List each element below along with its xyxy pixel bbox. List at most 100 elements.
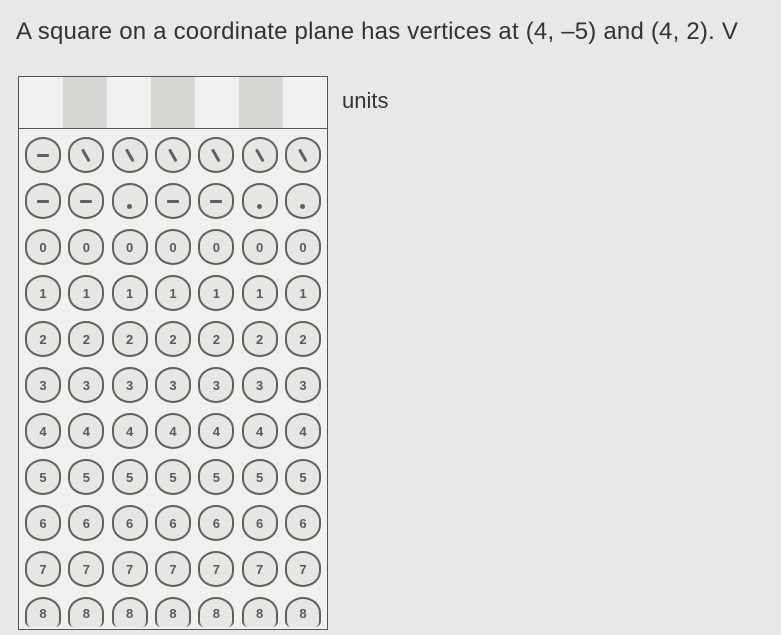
answer-input-row [19,77,327,129]
digit-7-bubble[interactable]: 7 [198,551,234,587]
bubble-row: 1111111 [23,273,323,313]
digit-4-bubble[interactable]: 4 [68,413,104,449]
answer-col[interactable] [63,77,107,128]
bubble-row: 3333333 [23,365,323,405]
digit-5-bubble[interactable]: 5 [155,459,191,495]
digit-6-bubble[interactable]: 6 [25,505,61,541]
slash-bubble[interactable] [68,137,104,173]
answer-col[interactable] [195,77,239,128]
digit-0-bubble[interactable]: 0 [68,229,104,265]
digit-8-bubble[interactable]: 8 [68,597,104,627]
bubble-grid: 0000000111111122222223333333444444455555… [18,76,328,630]
digit-3-bubble[interactable]: 3 [242,367,278,403]
bubble-row: 0000000 [23,227,323,267]
digit-7-bubble[interactable]: 7 [285,551,321,587]
digit-8-bubble[interactable]: 8 [198,597,234,627]
digit-2-bubble[interactable]: 2 [112,321,148,357]
slash-bubble[interactable] [198,137,234,173]
neg-bubble[interactable] [68,183,104,219]
digit-1-bubble[interactable]: 1 [285,275,321,311]
slash-bubble[interactable] [285,137,321,173]
digit-8-bubble[interactable]: 8 [242,597,278,627]
digit-3-bubble[interactable]: 3 [285,367,321,403]
answer-col[interactable] [19,77,63,128]
bubble-row: 7777777 [23,549,323,589]
slash-bubble[interactable] [155,137,191,173]
digit-7-bubble[interactable]: 7 [25,551,61,587]
digit-3-bubble[interactable]: 3 [68,367,104,403]
digit-7-bubble[interactable]: 7 [242,551,278,587]
digit-5-bubble[interactable]: 5 [198,459,234,495]
neg-bubble[interactable] [155,183,191,219]
dot-bubble[interactable] [242,183,278,219]
digit-4-bubble[interactable]: 4 [242,413,278,449]
answer-col[interactable] [107,77,151,128]
slash-bubble[interactable] [112,137,148,173]
digit-2-bubble[interactable]: 2 [285,321,321,357]
digit-5-bubble[interactable]: 5 [25,459,61,495]
digit-0-bubble[interactable]: 0 [285,229,321,265]
digit-2-bubble[interactable]: 2 [198,321,234,357]
digit-8-bubble[interactable]: 8 [155,597,191,627]
slash-bubble[interactable] [242,137,278,173]
dot-bubble[interactable] [285,183,321,219]
digit-1-bubble[interactable]: 1 [112,275,148,311]
dot-bubble[interactable] [112,183,148,219]
digit-0-bubble[interactable]: 0 [112,229,148,265]
bubble-row [23,135,323,175]
digit-7-bubble[interactable]: 7 [112,551,148,587]
bubble-row: 8888888 [23,595,323,629]
answer-col[interactable] [283,77,327,128]
digit-5-bubble[interactable]: 5 [112,459,148,495]
digit-2-bubble[interactable]: 2 [68,321,104,357]
digit-5-bubble[interactable]: 5 [68,459,104,495]
digit-2-bubble[interactable]: 2 [25,321,61,357]
digit-7-bubble[interactable]: 7 [155,551,191,587]
bubble-row: 6666666 [23,503,323,543]
digit-8-bubble[interactable]: 8 [285,597,321,627]
digit-6-bubble[interactable]: 6 [155,505,191,541]
digit-3-bubble[interactable]: 3 [198,367,234,403]
digit-4-bubble[interactable]: 4 [112,413,148,449]
bubble-row: 5555555 [23,457,323,497]
digit-0-bubble[interactable]: 0 [242,229,278,265]
question-text: A square on a coordinate plane has verti… [0,0,781,76]
neg-bubble[interactable] [25,183,61,219]
digit-3-bubble[interactable]: 3 [112,367,148,403]
digit-1-bubble[interactable]: 1 [25,275,61,311]
digit-8-bubble[interactable]: 8 [25,597,61,627]
bubble-row: 2222222 [23,319,323,359]
units-label: units [328,76,388,114]
digit-5-bubble[interactable]: 5 [285,459,321,495]
neg-bubble[interactable] [25,137,61,173]
digit-6-bubble[interactable]: 6 [285,505,321,541]
neg-bubble[interactable] [198,183,234,219]
digit-4-bubble[interactable]: 4 [198,413,234,449]
digit-3-bubble[interactable]: 3 [25,367,61,403]
answer-col[interactable] [151,77,195,128]
digit-4-bubble[interactable]: 4 [285,413,321,449]
digit-3-bubble[interactable]: 3 [155,367,191,403]
bubble-row: 4444444 [23,411,323,451]
digit-6-bubble[interactable]: 6 [68,505,104,541]
digit-4-bubble[interactable]: 4 [155,413,191,449]
digit-0-bubble[interactable]: 0 [25,229,61,265]
digit-2-bubble[interactable]: 2 [242,321,278,357]
digit-2-bubble[interactable]: 2 [155,321,191,357]
digit-6-bubble[interactable]: 6 [112,505,148,541]
digit-0-bubble[interactable]: 0 [198,229,234,265]
digit-1-bubble[interactable]: 1 [242,275,278,311]
digit-7-bubble[interactable]: 7 [68,551,104,587]
digit-5-bubble[interactable]: 5 [242,459,278,495]
digit-4-bubble[interactable]: 4 [25,413,61,449]
digit-6-bubble[interactable]: 6 [198,505,234,541]
digit-1-bubble[interactable]: 1 [198,275,234,311]
digit-1-bubble[interactable]: 1 [155,275,191,311]
digit-6-bubble[interactable]: 6 [242,505,278,541]
digit-8-bubble[interactable]: 8 [112,597,148,627]
answer-col[interactable] [239,77,283,128]
digit-0-bubble[interactable]: 0 [155,229,191,265]
bubble-row [23,181,323,221]
digit-1-bubble[interactable]: 1 [68,275,104,311]
answer-area: 0000000111111122222223333333444444455555… [0,76,781,630]
